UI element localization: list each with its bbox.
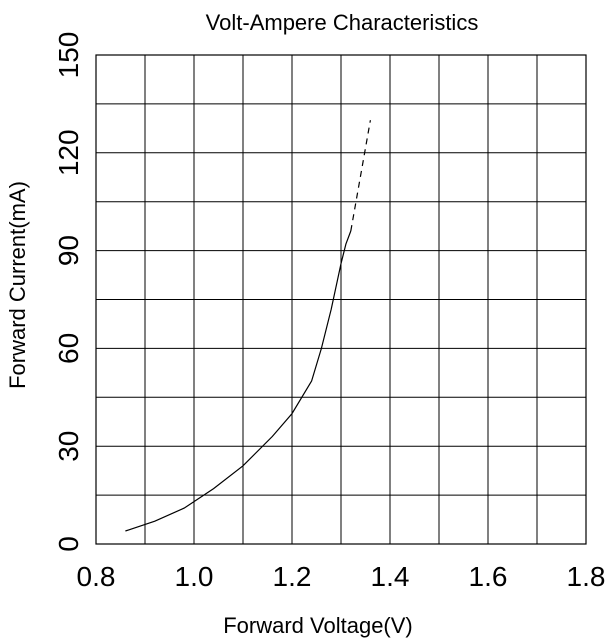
- curves: [125, 120, 371, 532]
- y-tick-label: 0: [53, 536, 84, 552]
- x-tick-label: 1.0: [175, 561, 214, 592]
- y-tick-label: 60: [53, 333, 84, 364]
- x-tick-label: 0.8: [77, 561, 116, 592]
- x-tick-label: 1.8: [567, 561, 606, 592]
- y-tick-label: 150: [53, 32, 84, 79]
- chart-title: Volt-Ampere Characteristics: [206, 10, 479, 35]
- y-tick-labels: 0 30 60 90 120 150: [53, 32, 84, 552]
- x-tick-label: 1.6: [469, 561, 508, 592]
- y-tick-label: 90: [53, 235, 84, 266]
- x-tick-labels: 0.8 1.0 1.2 1.4 1.6 1.8: [77, 561, 606, 592]
- series-line-solid: [125, 230, 352, 532]
- y-tick-label: 120: [53, 129, 84, 176]
- x-tick-label: 1.2: [273, 561, 312, 592]
- y-axis-label: Forward Current(mA): [5, 181, 30, 389]
- y-tick-label: 30: [53, 431, 84, 462]
- grid: [96, 55, 586, 544]
- series-line-dashed: [350, 120, 371, 232]
- x-tick-label: 1.4: [371, 561, 410, 592]
- x-axis-label: Forward Voltage(V): [223, 613, 413, 638]
- plot-frame: [95, 54, 587, 545]
